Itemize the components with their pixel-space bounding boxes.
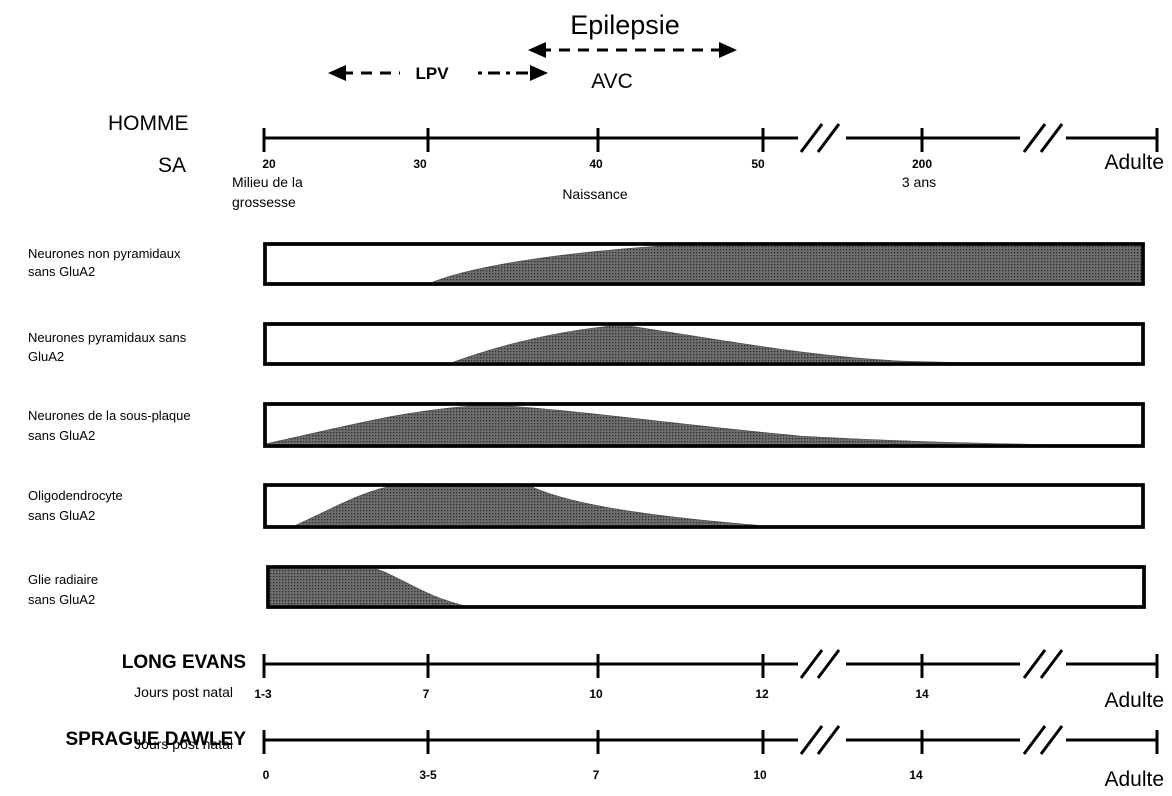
human-tick-label: 40 <box>589 157 603 171</box>
sprague-dawley-tick-label: 3-5 <box>419 768 437 782</box>
long-evans-end-label: Adulte <box>1104 689 1164 712</box>
row-label-pyramidal: GluA2 <box>28 349 64 364</box>
lpv-label: LPV <box>415 64 449 83</box>
sprague-dawley-tick-label: 10 <box>753 768 767 782</box>
long-evans-tick-label: 1-3 <box>254 687 272 701</box>
lpv-arrow <box>328 65 548 81</box>
row-label-subplate: Neurones de la sous-plaque <box>28 408 191 423</box>
row-label-radial-glia: Glie radiaire <box>28 572 98 587</box>
three-years-label: 3 ans <box>902 174 936 190</box>
long-evans-axis-line <box>262 649 1159 679</box>
row-label-pyramidal: Neurones pyramidaux sans <box>28 330 187 345</box>
avc-label: AVC <box>591 70 633 93</box>
row-label-subplate: sans GluA2 <box>28 428 95 443</box>
sprague-dawley-tick-label: 7 <box>593 768 600 782</box>
row-label-radial-glia: sans GluA2 <box>28 592 95 607</box>
birth-label: Naissance <box>562 186 628 202</box>
long-evans-tick-label: 14 <box>915 687 929 701</box>
sprague-dawley-tick-label: 14 <box>909 768 923 782</box>
species-label-long-evans: LONG EVANS <box>122 652 246 673</box>
row-label-nonpyramidal: sans GluA2 <box>28 264 95 279</box>
mid-pregnancy-label: Milieu de la <box>232 174 303 190</box>
long-evans-tick-label: 12 <box>755 687 769 701</box>
sprague-dawley-axis-line <box>262 725 1159 755</box>
species-label-sprague-dawley: SPRAGUE DAWLEY <box>65 729 246 750</box>
profile-subplate <box>264 404 1144 447</box>
human-tick-label: 200 <box>912 157 932 171</box>
mid-pregnancy-label: grossesse <box>232 194 296 210</box>
long-evans-tick-label: 7 <box>423 687 430 701</box>
human-end-label: Adulte <box>1104 151 1164 174</box>
epilepsie-label: Epilepsie <box>570 10 680 40</box>
species-label-human: HOMME <box>108 112 189 135</box>
human-tick-label: 50 <box>751 157 765 171</box>
unit-label-long-evans: Jours post natal <box>134 684 233 700</box>
human-axis-line <box>262 123 1159 153</box>
epilepsie-arrow <box>528 42 737 58</box>
profile-oligodendrocyte <box>291 485 781 528</box>
human-tick-label: 20 <box>262 157 276 171</box>
sprague-dawley-end-label: Adulte <box>1104 768 1164 791</box>
sprague-dawley-tick-label: 0 <box>263 768 270 782</box>
row-label-nonpyramidal: Neurones non pyramidaux <box>28 246 181 261</box>
human-tick-label: 30 <box>413 157 427 171</box>
unit-label-sa: SA <box>158 154 186 177</box>
row-label-oligodendrocyte: Oligodendrocyte <box>28 488 123 503</box>
row-label-oligodendrocyte: sans GluA2 <box>28 508 95 523</box>
long-evans-tick-label: 10 <box>589 687 603 701</box>
unit-label-sprague-dawley: Jours post natal <box>134 736 233 752</box>
